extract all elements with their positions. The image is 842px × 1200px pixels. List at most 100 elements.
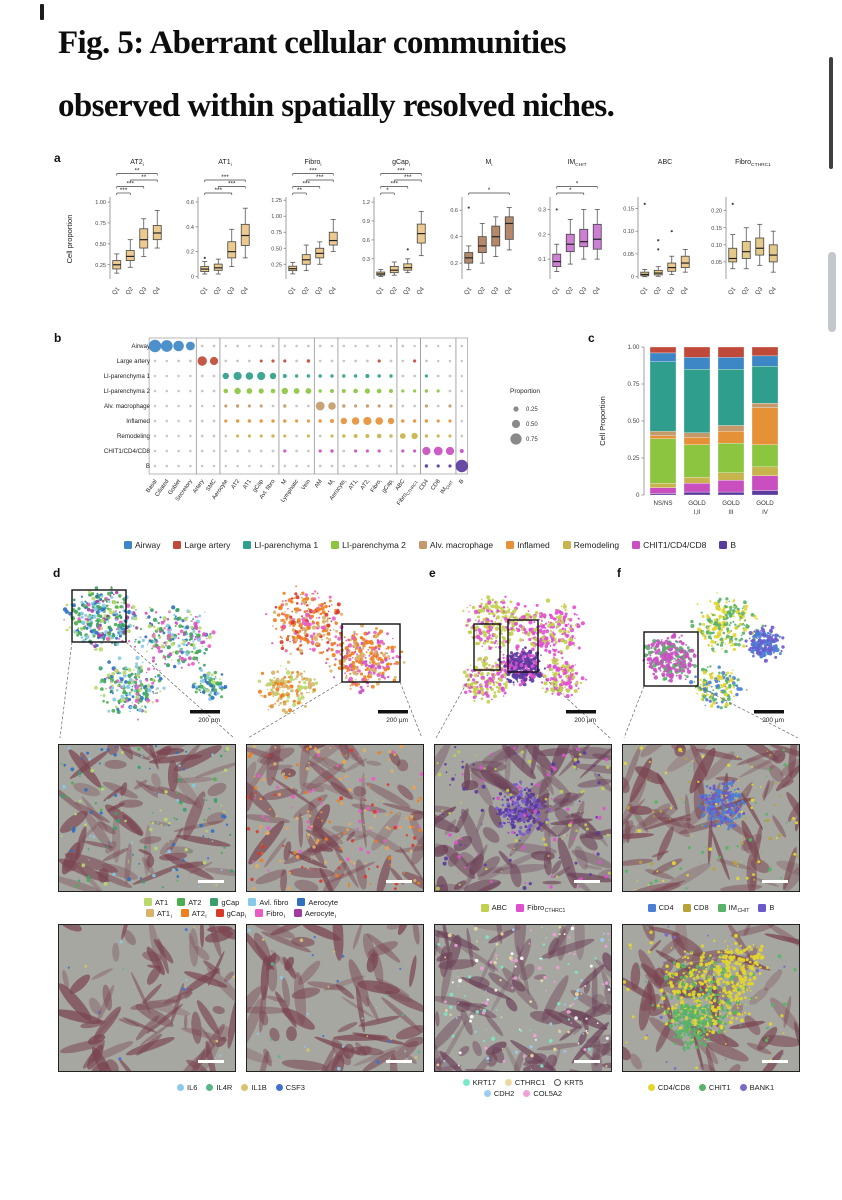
legend-label: CSF3 [285, 1083, 305, 1093]
svg-text:0.9: 0.9 [362, 219, 370, 225]
svg-text:AT1i: AT1i [348, 478, 360, 491]
svg-text:Cell Proportion: Cell Proportion [598, 396, 607, 446]
legend-row: Airway Large artery LI-parenchyma 1 LI-pare… [123, 539, 736, 550]
legend-il6: IL6 [177, 1083, 197, 1092]
boxplot-FibroCTHRC1: FibroCTHRC1 0.05 0.10 0.15 0.20 Q1 Q2 Q3 Q4 [711, 159, 778, 296]
panel-e-cell-legend: ABC FibroCTHRC1 [434, 896, 612, 920]
legend-large-artery: Large artery [173, 540, 230, 550]
spatial-zoom-image [58, 923, 236, 1072]
svg-text:FibroCTHRC1: FibroCTHRC1 [735, 159, 771, 168]
color-swatch [516, 903, 525, 912]
svg-text:GOLD: GOLD [756, 500, 774, 507]
legend-avl-fibro: Avl. fibro [248, 898, 288, 907]
svg-text:*: * [576, 180, 579, 187]
svg-text:Proportion: Proportion [510, 388, 540, 395]
svg-text:**: ** [297, 187, 303, 194]
svg-text:I,II: I,II [694, 509, 701, 516]
svg-text:AT2i: AT2i [130, 159, 143, 168]
color-swatch [173, 540, 182, 549]
svg-text:200 µm: 200 µm [386, 717, 408, 724]
legend-aerocyte: Aerocyte [297, 898, 338, 907]
color-swatch [293, 909, 302, 918]
legend-col5a2: COL5A2 [523, 1089, 562, 1098]
legend-label: gCap [221, 897, 240, 907]
svg-text:1.25: 1.25 [271, 198, 282, 204]
legend-label: gCapi [226, 908, 247, 920]
panel-d-label: d [53, 565, 61, 580]
legend-il1b: IL1B [241, 1083, 267, 1092]
svg-text:B: B [146, 463, 150, 470]
color-swatch [177, 1084, 185, 1092]
svg-text:Q3: Q3 [403, 286, 413, 296]
spatial-zoom-image [246, 743, 424, 892]
color-swatch [462, 1078, 470, 1086]
legend-label: ABC [491, 903, 508, 913]
legend-label: Aerocyte [308, 897, 338, 907]
svg-text:0.4: 0.4 [450, 234, 458, 240]
svg-text:*: * [386, 187, 389, 194]
svg-text:0.3: 0.3 [538, 207, 546, 213]
boxplot-ABC: ABC 0 0.05 0.10 0.15 Q1 Q2 Q3 Q4 [623, 159, 690, 296]
svg-text:0.10: 0.10 [623, 229, 634, 235]
color-swatch [210, 898, 219, 907]
svg-text:Q2: Q2 [389, 286, 399, 296]
svg-text:1.2: 1.2 [362, 200, 370, 206]
legend-label: CHIT1/CD4/CD8 [643, 539, 707, 550]
color-swatch [241, 1084, 249, 1092]
legend-label: Alv. macrophage [429, 539, 494, 550]
svg-text:Q3: Q3 [491, 286, 501, 296]
svg-text:AM: AM [314, 478, 324, 489]
legend-cdh2: CDH2 [483, 1088, 515, 1098]
svg-text:Cell proportion: Cell proportion [65, 214, 74, 263]
svg-text:***: *** [309, 167, 317, 174]
legend-cthrc1: CTHRC1 [504, 1078, 545, 1087]
svg-text:200 µm: 200 µm [762, 717, 784, 724]
panel-f-label: f [617, 565, 621, 580]
svg-text:0.10: 0.10 [711, 243, 722, 249]
legend-il4r: IL4R [206, 1083, 232, 1092]
svg-text:Large artery: Large artery [117, 358, 151, 365]
color-swatch [506, 540, 515, 549]
svg-text:1.00: 1.00 [271, 214, 282, 220]
legend-im-chit: IMCHIT [717, 903, 749, 914]
niche-legend: Airway Large artery LI-parenchyma 1 LI-pare… [58, 540, 802, 550]
panel-b: b Airway Large artery LI-parenchyma 1 LI-pa… [54, 331, 578, 526]
svg-text:Q3: Q3 [667, 286, 677, 296]
spatial-zoom-image [434, 743, 612, 892]
legend-label: BANK1 [749, 1083, 775, 1093]
legend-label: CDH2 [493, 1088, 515, 1098]
legend-csf3: CSF3 [275, 1083, 305, 1093]
svg-text:0.6: 0.6 [186, 200, 194, 206]
svg-text:0.75: 0.75 [627, 381, 640, 388]
scrollbar-thumb-dark[interactable] [829, 57, 833, 169]
legend-inflamed: Inflamed [506, 540, 550, 550]
color-swatch [632, 540, 641, 549]
color-swatch [647, 1084, 655, 1092]
legend-label: CHIT1 [708, 1083, 731, 1093]
svg-text:0.50: 0.50 [627, 418, 640, 425]
svg-text:ABC: ABC [395, 478, 407, 491]
panel-d-zoom2-2 [246, 923, 424, 1072]
legend-row: CDH2 COL5A2 [483, 1088, 562, 1098]
legend-chit1-cd4-cd8: CHIT1/CD4/CD8 [632, 540, 706, 550]
svg-text:0: 0 [636, 492, 640, 499]
spatial-overview-image: 200 µm [434, 579, 612, 740]
color-swatch [255, 909, 264, 918]
color-swatch [719, 540, 728, 549]
scrollbar-thumb[interactable] [828, 252, 836, 332]
color-swatch [144, 898, 152, 907]
legend-aerocyte-i: Aerocytei [293, 909, 336, 920]
svg-text:Q2: Q2 [301, 286, 311, 296]
svg-text:Q1: Q1 [552, 286, 562, 296]
spatial-zoom-image [58, 743, 236, 892]
svg-text:Q2: Q2 [477, 286, 487, 296]
svg-text:NS/NS: NS/NS [654, 500, 673, 507]
legend-label: IL4R [216, 1083, 233, 1093]
svg-text:Q3: Q3 [579, 286, 589, 296]
svg-text:***: *** [390, 180, 398, 187]
color-swatch [180, 909, 189, 918]
legend-label: AT2 [188, 897, 202, 907]
color-swatch [523, 1089, 531, 1097]
